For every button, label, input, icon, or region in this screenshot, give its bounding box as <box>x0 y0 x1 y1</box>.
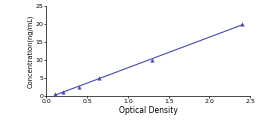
X-axis label: Optical Density: Optical Density <box>119 106 178 115</box>
Point <box>61 91 65 93</box>
Point <box>240 23 244 25</box>
Point <box>150 59 155 61</box>
Point <box>77 86 81 88</box>
Point <box>97 77 101 79</box>
Y-axis label: Concentration(ng/mL): Concentration(ng/mL) <box>28 14 34 88</box>
Point <box>53 93 57 95</box>
